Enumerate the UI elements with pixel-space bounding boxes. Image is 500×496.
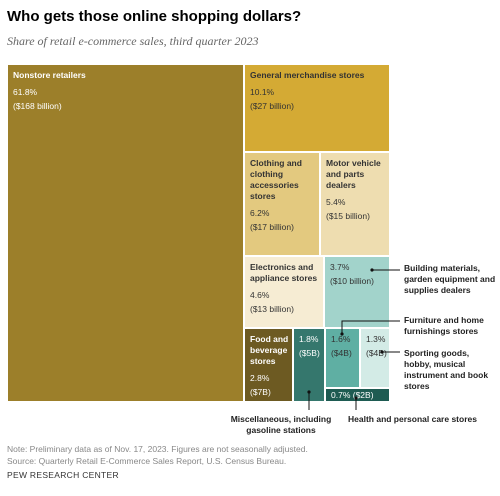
tile-amount: ($27 billion) — [250, 101, 294, 111]
tile-label: Food and beverage stores — [250, 334, 289, 366]
callout-dot — [370, 268, 374, 272]
tile-label: Electronics and appliance stores — [250, 262, 318, 283]
tile-amount: ($15 billion) — [326, 211, 370, 221]
tile-amount: ($5B) — [299, 348, 320, 358]
tile-health-and-personal-care-stores: 0.7% ($2B) — [325, 388, 390, 402]
tile-furniture-and-home-furnishings-stores: 1.6% ($4B) — [325, 328, 360, 388]
chart-note: Note: Preliminary data as of Nov. 17, 20… — [7, 444, 308, 454]
callout-label: Miscellaneous, including gasoline statio… — [230, 414, 332, 435]
tile-share: 3.7% — [330, 262, 350, 272]
tile-amount: ($4B) — [331, 348, 352, 358]
tile-share: 1.6% — [331, 334, 351, 344]
tile-sporting-goods-hobby-musical-instrument-and-book-stores: 1.3% ($4B) — [360, 328, 390, 388]
brand-label: PEW RESEARCH CENTER — [7, 470, 119, 480]
tile-general-merchandise-stores: General merchandise stores 10.1% ($27 bill… — [244, 64, 390, 152]
callout-dot — [380, 350, 384, 354]
tile-label: Clothing and clothing accessories stores — [250, 158, 302, 201]
tile-share: 1.3% — [366, 334, 386, 344]
callout-line-furniture-and-home-furnishings-stores — [341, 320, 400, 334]
tile-label: Nonstore retailers — [13, 70, 86, 80]
chart-title: Who gets those online shopping dollars? — [7, 8, 302, 25]
tile-share: 0.7% — [331, 390, 351, 400]
tile-share: 61.8% — [13, 87, 38, 97]
tile-clothing-and-clothing-accessories-stores: Clothing and clothing accessories stores… — [244, 152, 320, 256]
tile-amount: ($4B) — [366, 348, 387, 358]
tile-label: General merchandise stores — [250, 70, 365, 80]
callout-label: Health and personal care stores — [348, 414, 477, 424]
callout-dot — [307, 390, 311, 394]
tile-share: 1.8% — [299, 334, 319, 344]
callout-label: Sporting goods, hobby, musical instrumen… — [404, 348, 489, 391]
tile-share: 10.1% — [250, 87, 275, 97]
tile-share: 6.2% — [250, 208, 270, 218]
tile-amount: ($13 billion) — [250, 304, 294, 314]
chart-subtitle: Share of retail e-commerce sales, third … — [7, 34, 259, 48]
tile-food-and-beverage-stores: Food and beverage stores 2.8% ($7B) — [244, 328, 293, 402]
tile-electronics-and-appliance-stores: Electronics and appliance stores 4.6% ($13… — [244, 256, 324, 328]
callout-dot — [354, 396, 358, 400]
tile-motor-vehicle-and-parts-dealers: Motor vehicle and parts dealers 5.4% ($15 … — [320, 152, 390, 256]
chart-source: Source: Quarterly Retail E-Commerce Sale… — [7, 456, 287, 466]
tile-amount: ($7B) — [250, 387, 271, 397]
tile-amount: ($10 billion) — [330, 276, 374, 286]
tile-amount: ($17 billion) — [250, 222, 294, 232]
tile-amount: ($168 billion) — [13, 101, 62, 111]
tile-label: Motor vehicle and parts dealers — [326, 158, 381, 190]
tile-nonstore-retailers: Nonstore retailers 61.8% ($168 billion) — [7, 64, 244, 402]
tile-share: 2.8% — [250, 373, 270, 383]
callout-label: Furniture and home furnishings stores — [404, 315, 484, 336]
tile-share: 5.4% — [326, 197, 346, 207]
callout-label: Building materials, garden equipment and… — [404, 263, 496, 295]
tile-building-materials-garden-equipment-and-supplies-dealers: 3.7% ($10 billion) — [324, 256, 390, 328]
callout-dot — [340, 332, 344, 336]
tile-share: 4.6% — [250, 290, 270, 300]
tile-amount: ($2B) — [350, 390, 374, 400]
